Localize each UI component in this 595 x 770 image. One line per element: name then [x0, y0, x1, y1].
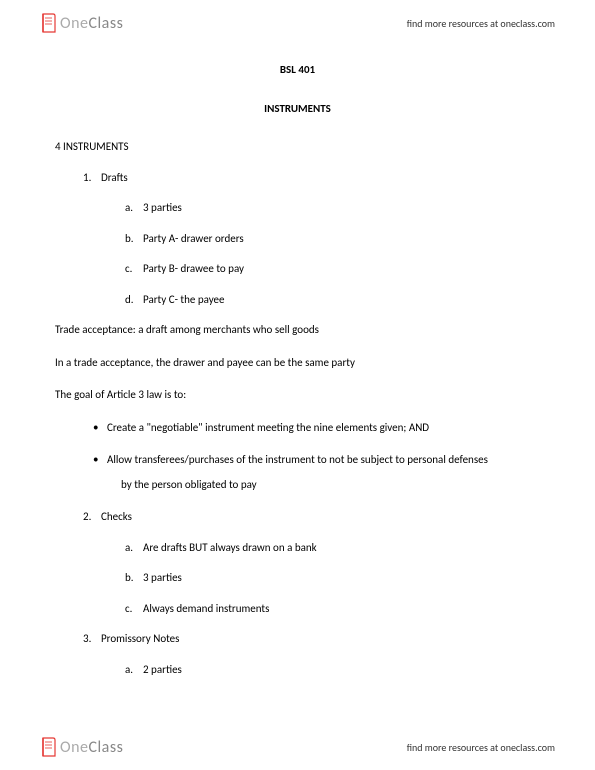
alpha-item: b.3 parties — [125, 570, 540, 587]
logo-text: OneClass — [60, 14, 123, 33]
alpha-item: a.2 parties — [125, 662, 540, 679]
paragraph: In a trade acceptance, the drawer and pa… — [55, 355, 540, 372]
footer-link-text[interactable]: find more resources at oneclass.com — [407, 741, 555, 754]
alpha-letter: b. — [125, 570, 143, 587]
alpha-letter: b. — [125, 231, 143, 248]
item-label: Checks — [101, 510, 132, 523]
alpha-item: a.Are drafts BUT always drawn on a bank — [125, 540, 540, 557]
section-heading: 4 INSTRUMENTS — [55, 139, 540, 156]
alpha-text: 3 parties — [143, 201, 182, 214]
alpha-letter: c. — [125, 601, 143, 618]
alpha-text: Party B- drawee to pay — [143, 262, 244, 275]
logo: OneClass — [40, 12, 123, 34]
header-link-text[interactable]: find more resources at oneclass.com — [407, 17, 555, 30]
alpha-item: b.Party A- drawer orders — [125, 231, 540, 248]
alpha-letter: a. — [125, 662, 143, 679]
item-label: Drafts — [101, 171, 128, 184]
logo-class: Class — [88, 738, 123, 757]
page-footer: OneClass find more resources at oneclass… — [0, 728, 595, 770]
oneclass-logo-icon — [40, 12, 58, 34]
page-header: OneClass find more resources at oneclass… — [0, 0, 595, 42]
logo-text: OneClass — [60, 738, 123, 757]
item-number: 2. — [83, 509, 101, 526]
logo-class: Class — [88, 14, 123, 33]
logo-one: One — [60, 738, 88, 757]
oneclass-logo-icon — [40, 736, 58, 758]
list-item-2: 2.Checks — [83, 509, 540, 526]
bullet-item: Allow transferees/purchases of the instr… — [93, 452, 540, 493]
bullet-item: Create a "negotiable" instrument meeting… — [93, 420, 540, 437]
alpha-text: Party C- the payee — [143, 293, 224, 306]
bullet-list: Create a "negotiable" instrument meeting… — [55, 420, 540, 494]
paragraph: The goal of Article 3 law is to: — [55, 387, 540, 404]
list-item-3: 3.Promissory Notes — [83, 631, 540, 648]
item-number: 1. — [83, 170, 101, 187]
logo: OneClass — [40, 736, 123, 758]
alpha-letter: c. — [125, 261, 143, 278]
item-number: 3. — [83, 631, 101, 648]
alpha-list-2: a.Are drafts BUT always drawn on a bank … — [83, 540, 540, 618]
alpha-list-1: a.3 parties b.Party A- drawer orders c.P… — [83, 200, 540, 308]
alpha-item: a.3 parties — [125, 200, 540, 217]
alpha-text: Are drafts BUT always drawn on a bank — [143, 541, 317, 554]
logo-one: One — [60, 14, 88, 33]
alpha-text: Always demand instruments — [143, 602, 269, 615]
paragraph: Trade acceptance: a draft among merchant… — [55, 322, 540, 339]
bullet-continuation: by the person obligated to pay — [107, 477, 540, 494]
alpha-item: c.Party B- drawee to pay — [125, 261, 540, 278]
bullet-text: Allow transferees/purchases of the instr… — [107, 453, 488, 466]
numbered-list-cont: 2.Checks a.Are drafts BUT always drawn o… — [55, 509, 540, 678]
numbered-list: 1.Drafts a.3 parties b.Party A- drawer o… — [55, 170, 540, 309]
alpha-text: Party A- drawer orders — [143, 232, 244, 245]
item-label: Promissory Notes — [101, 632, 179, 645]
doc-title: INSTRUMENTS — [55, 101, 540, 118]
alpha-letter: d. — [125, 292, 143, 309]
document-content: BSL 401 INSTRUMENTS 4 INSTRUMENTS 1.Draf… — [0, 42, 595, 678]
alpha-letter: a. — [125, 200, 143, 217]
alpha-list-3: a.2 parties — [83, 662, 540, 679]
alpha-item: c.Always demand instruments — [125, 601, 540, 618]
alpha-letter: a. — [125, 540, 143, 557]
list-item-1: 1.Drafts — [83, 170, 540, 187]
alpha-item: d.Party C- the payee — [125, 292, 540, 309]
bullet-text: Create a "negotiable" instrument meeting… — [107, 421, 429, 434]
alpha-text: 2 parties — [143, 663, 182, 676]
alpha-text: 3 parties — [143, 571, 182, 584]
course-code: BSL 401 — [55, 62, 540, 79]
